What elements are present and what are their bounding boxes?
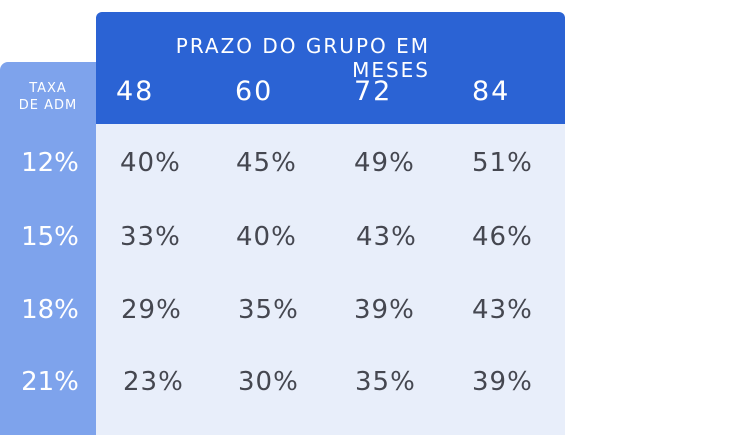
- table-cell: 35%: [238, 295, 299, 325]
- row-label-15: 15%: [21, 222, 79, 252]
- header-title: PRAZO DO GRUPO EM MESES: [175, 34, 430, 82]
- column-header-72: 72: [354, 76, 393, 107]
- table-cell: 39%: [472, 367, 533, 397]
- table-cell: 51%: [472, 148, 533, 178]
- row-label-18: 18%: [21, 295, 79, 325]
- table-cell: 33%: [120, 222, 181, 252]
- table-cell: 23%: [123, 367, 184, 397]
- table-cell: 40%: [120, 148, 181, 178]
- row-label-12: 12%: [21, 148, 79, 178]
- table-cell: 43%: [472, 295, 533, 325]
- table-cell: 35%: [355, 367, 416, 397]
- table-cell: 39%: [354, 295, 415, 325]
- table-cell: 30%: [238, 367, 299, 397]
- table-cell: 43%: [356, 222, 417, 252]
- column-header-48: 48: [116, 76, 155, 107]
- sidebar-label-line1: TAXA: [29, 81, 67, 96]
- taxa-adm-sidebar: TAXA DE ADM: [0, 62, 96, 435]
- table-cell: 40%: [236, 222, 297, 252]
- column-header-60: 60: [235, 76, 274, 107]
- column-header-84: 84: [472, 76, 511, 107]
- row-label-21: 21%: [21, 367, 79, 397]
- table-header: PRAZO DO GRUPO EM MESES 48 60 72 84: [96, 12, 565, 124]
- table-cell: 45%: [236, 148, 297, 178]
- sidebar-label-line2: DE ADM: [18, 98, 78, 113]
- table-cell: 49%: [354, 148, 415, 178]
- table-cell: 29%: [121, 295, 182, 325]
- table-body: [96, 124, 565, 435]
- table-cell: 46%: [472, 222, 533, 252]
